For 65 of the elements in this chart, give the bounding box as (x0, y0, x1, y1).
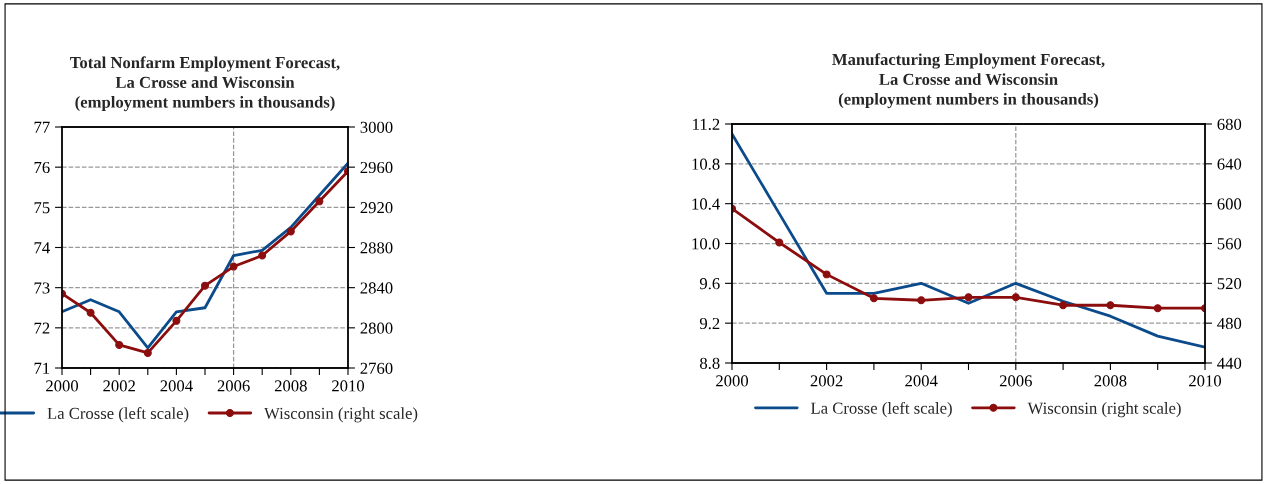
y-tick-label: 72 (34, 322, 50, 334)
y2-tick-label: 2800 (360, 322, 393, 334)
x-tick-label: 2006 (217, 380, 250, 392)
x-tick-label: 2004 (160, 380, 193, 392)
legend-label: La Crosse (left scale) (47, 407, 189, 423)
y2-tick-label: 2760 (360, 362, 393, 374)
y-tick-label: 10.0 (692, 238, 720, 250)
y2-tick-label: 680 (1217, 118, 1242, 130)
y-tick-label: 71 (34, 362, 50, 374)
point (229, 262, 238, 271)
chart-title: Manufacturing Employment Forecast, La Crosse and Wisconsin (employment numbers in thousands) (832, 53, 1105, 109)
y-tick-label: 10.4 (692, 198, 720, 210)
point (201, 281, 209, 290)
point (315, 197, 324, 206)
point (917, 296, 926, 305)
y-tick-label: 9.6 (699, 278, 720, 290)
point (1106, 301, 1115, 310)
x-tick-label: 2002 (103, 380, 135, 392)
y-tick-label: 10.8 (692, 158, 720, 170)
legend-label: Wisconsin (right scale) (1027, 402, 1181, 418)
y-tick-label: 8.8 (700, 357, 720, 370)
y2-tick-label: 440 (1217, 357, 1242, 369)
legend-label: La Crosse (left scale) (810, 401, 952, 418)
point (258, 251, 267, 260)
y2-tick-label: 2840 (360, 282, 393, 294)
point (115, 340, 124, 349)
y2-tick-label: 560 (1217, 238, 1242, 250)
point (286, 227, 295, 236)
x-tick-label: 2004 (905, 375, 938, 387)
y-tick-label: 75 (34, 202, 50, 214)
point (143, 348, 152, 357)
y2-tick-label: 640 (1217, 158, 1242, 170)
point (775, 238, 784, 247)
line-series (732, 132, 1205, 349)
y2-tick-label: 600 (1217, 198, 1242, 210)
point (86, 308, 95, 317)
x-tick-label: 2008 (1094, 375, 1127, 387)
y2-tick-label: 2880 (360, 242, 393, 254)
x-tick-label: 2000 (716, 375, 749, 387)
y2-tick-label: 480 (1217, 317, 1242, 330)
y-tick-label: 11.2 (693, 118, 720, 131)
y2-tick-label: 2960 (360, 161, 393, 174)
y2-tick-label: 2920 (360, 202, 393, 214)
y-tick-label: 9.2 (699, 317, 720, 330)
point (1059, 301, 1068, 310)
point (1153, 304, 1162, 313)
x-tick-label: 2002 (810, 375, 843, 387)
y2-tick-label: 3000 (360, 121, 393, 133)
point (172, 316, 181, 325)
x-tick-label: 2010 (1189, 375, 1222, 387)
legend-label: Wisconsin (right scale) (264, 407, 418, 423)
point (1011, 293, 1020, 302)
x-tick-label: 2010 (332, 380, 365, 392)
x-tick-label: 2000 (46, 380, 79, 392)
point (869, 294, 878, 303)
chart-title: Total Nonfarm Employment Forecast, La Crosse and Wisconsin (employment numbers in thousands) (70, 56, 340, 112)
x-tick-label: 2008 (274, 380, 307, 392)
y-tick-label: 73 (34, 282, 50, 294)
point (964, 293, 973, 302)
x-tick-label: 2006 (999, 375, 1032, 387)
y-tick-label: 74 (34, 242, 50, 254)
y-tick-label: 76 (34, 161, 50, 174)
y-tick-label: 77 (34, 121, 50, 133)
point (822, 270, 831, 279)
y2-tick-label: 520 (1217, 278, 1242, 290)
